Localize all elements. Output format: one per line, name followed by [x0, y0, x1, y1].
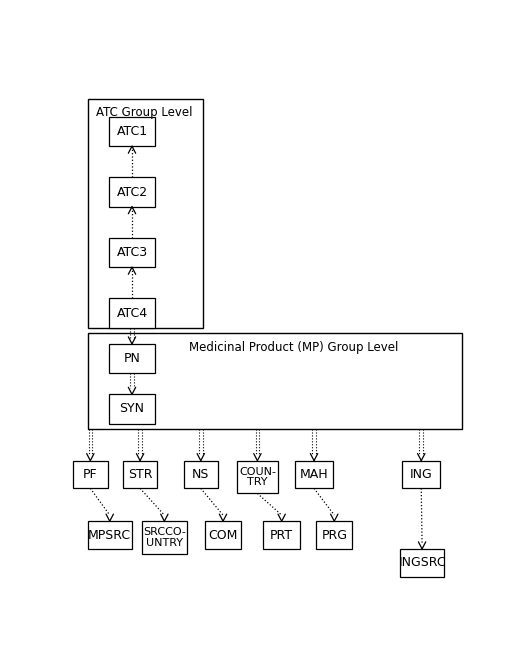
Text: SYN: SYN: [120, 402, 145, 415]
Text: ING: ING: [410, 468, 433, 481]
Text: PF: PF: [83, 468, 98, 481]
Bar: [88, 333, 461, 429]
Bar: [109, 394, 155, 424]
Text: PRT: PRT: [270, 529, 293, 542]
Bar: [88, 521, 132, 549]
Bar: [400, 549, 444, 576]
Text: NS: NS: [192, 468, 209, 481]
Text: STR: STR: [128, 468, 152, 481]
Text: MPSRC: MPSRC: [88, 529, 132, 542]
Bar: [316, 521, 352, 549]
Text: ATC4: ATC4: [116, 307, 148, 320]
Bar: [205, 521, 241, 549]
Bar: [184, 460, 218, 489]
Text: COUN-
TRY: COUN- TRY: [239, 466, 276, 487]
Bar: [295, 460, 333, 489]
Text: COM: COM: [208, 529, 238, 542]
Bar: [237, 460, 278, 493]
Text: INGSRC: INGSRC: [398, 556, 446, 569]
Text: ATC3: ATC3: [116, 246, 148, 259]
Bar: [109, 238, 155, 267]
Bar: [109, 344, 155, 373]
Bar: [109, 178, 155, 207]
Bar: [123, 460, 157, 489]
Text: MAH: MAH: [300, 468, 328, 481]
Text: ATC2: ATC2: [116, 185, 148, 198]
Text: SRCCO-
UNTRY: SRCCO- UNTRY: [143, 527, 186, 548]
Bar: [109, 299, 155, 328]
Bar: [402, 460, 441, 489]
Text: Medicinal Product (MP) Group Level: Medicinal Product (MP) Group Level: [188, 341, 398, 354]
Bar: [73, 460, 108, 489]
Text: PRG: PRG: [321, 529, 347, 542]
Bar: [142, 521, 187, 554]
Text: ATC Group Level: ATC Group Level: [96, 106, 192, 119]
Bar: [88, 99, 203, 328]
Bar: [109, 117, 155, 146]
Text: ATC1: ATC1: [116, 125, 148, 138]
Text: PN: PN: [124, 352, 140, 365]
Bar: [264, 521, 300, 549]
